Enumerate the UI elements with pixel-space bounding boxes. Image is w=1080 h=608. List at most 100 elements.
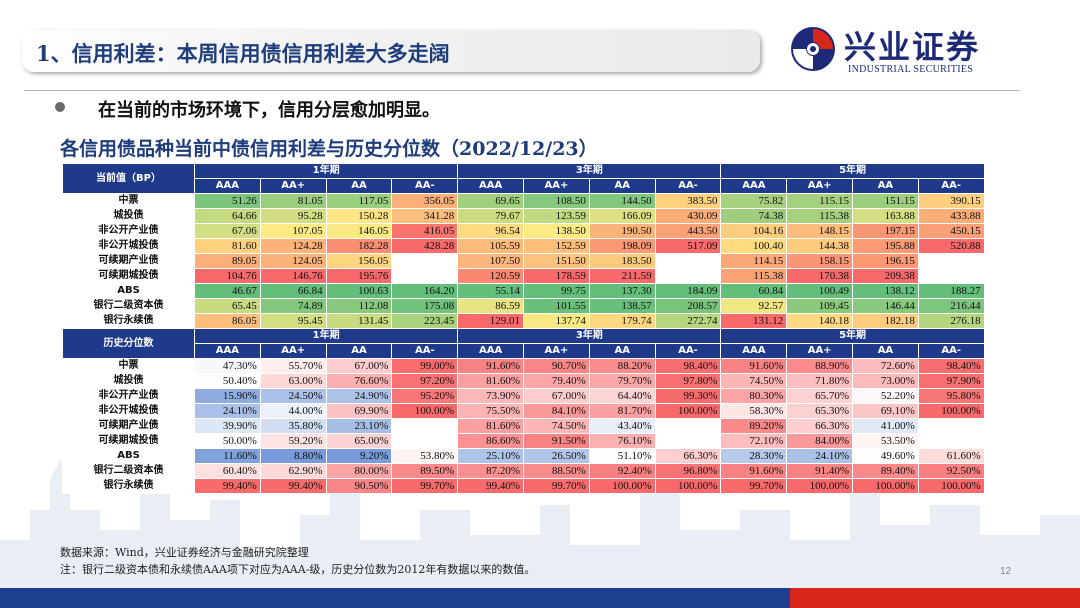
value-cell: 46.67 — [194, 283, 261, 299]
value-cell: 64.66 — [194, 208, 261, 224]
credit-spread-table: 当前值（BP） 1年期 3年期 5年期 AAA AA+ AA AA- AAA AA+ AA AA- AA… — [62, 163, 985, 494]
value-cell — [917, 418, 985, 434]
value-cell: 383.50 — [654, 193, 722, 209]
value-cell: 61.60% — [917, 448, 985, 464]
value-cell: 62.90% — [259, 463, 327, 479]
value-cell: 95.80% — [917, 388, 985, 404]
table-row: 城投债 64.66 95.28 150.28 341.28 79.67 123.59 166.… — [62, 208, 985, 224]
value-cell: 97.80% — [654, 373, 722, 389]
table-row: 可续期城投债 50.00% 59.20% 65.00% 86.60% 91.50% 76.1… — [62, 433, 985, 449]
value-cell: 100.00% — [391, 403, 459, 419]
value-cell: 15.90% — [194, 388, 261, 404]
footer-bar-blue — [0, 588, 790, 608]
term-header: 1年期 — [193, 163, 459, 179]
value-cell: 182.18 — [852, 313, 919, 329]
value-cell: 443.50 — [654, 223, 722, 239]
table-row: 可续期产业债 39.90% 35.80% 23.10% 81.60% 74.50% 43.4… — [62, 418, 985, 434]
rating-header: AAA — [457, 343, 525, 359]
value-cell: 131.12 — [720, 313, 788, 329]
value-cell: 24.10% — [194, 403, 261, 419]
value-cell: 179.74 — [588, 313, 656, 329]
value-cell: 65.45 — [194, 298, 261, 314]
value-cell: 115.15 — [786, 193, 854, 209]
value-cell: 72.60% — [852, 358, 919, 374]
rating-header: AAA — [194, 178, 261, 194]
logo-text-cn: 兴业证券 — [844, 28, 981, 66]
value-cell: 11.60% — [194, 448, 261, 464]
table-row: 可续期城投债 104.76 146.76 195.76 120.59 178.59 211.… — [62, 268, 985, 284]
value-cell: 26.50% — [523, 448, 590, 464]
value-cell: 158.15 — [786, 253, 854, 269]
value-cell: 112.08 — [325, 298, 393, 314]
row-label: 银行二级资本债 — [62, 463, 195, 479]
value-cell: 23.10% — [325, 418, 393, 434]
value-cell: 80.00% — [325, 463, 393, 479]
rating-header: AA+ — [786, 178, 854, 194]
value-cell: 96.80% — [654, 463, 722, 479]
value-cell: 144.38 — [786, 238, 854, 254]
footer-bar-red — [790, 588, 1080, 608]
value-cell: 86.05 — [194, 313, 261, 329]
value-cell: 88.50% — [523, 463, 590, 479]
value-cell: 95.20% — [391, 388, 459, 404]
table-row: 银行永续债 86.05 95.45 131.45 223.45 129.01 137.74 1… — [62, 313, 985, 329]
value-cell: 144.50 — [588, 193, 656, 209]
header-divider — [24, 90, 1020, 91]
table-title: 各信用债品种当前中债信用利差与历史分位数（2022/12/23） — [60, 138, 598, 160]
value-cell: 69.90% — [325, 403, 393, 419]
value-cell: 59.20% — [259, 433, 327, 449]
value-cell: 146.05 — [325, 223, 393, 239]
swirl-logo-icon — [791, 27, 835, 71]
value-cell: 97.90% — [917, 373, 985, 389]
value-cell — [391, 268, 459, 284]
value-cell: 117.05 — [325, 193, 393, 209]
row-label: 非公开城投债 — [62, 403, 195, 419]
value-cell: 146.76 — [259, 268, 327, 284]
table-row: 非公开城投债 81.60 124.28 182.28 428.28 105.59 152.5… — [62, 238, 985, 254]
value-cell: 91.60% — [457, 358, 525, 374]
value-cell: 183.50 — [588, 253, 656, 269]
value-cell: 65.70% — [786, 388, 854, 404]
rating-header: AA- — [917, 178, 985, 194]
value-cell: 24.50% — [259, 388, 327, 404]
value-cell: 87.20% — [457, 463, 525, 479]
value-cell — [917, 268, 985, 284]
value-cell: 80.30% — [720, 388, 788, 404]
value-cell: 100.49 — [786, 283, 854, 299]
value-cell: 92.57 — [720, 298, 788, 314]
value-cell: 41.00% — [852, 418, 919, 434]
table-row: 非公开产业债 67.06 107.05 146.05 416.05 96.54 138.50… — [62, 223, 985, 239]
company-logo: 兴业证券 INDUSTRIAL SECURITIES — [790, 20, 1010, 80]
value-cell: 170.38 — [786, 268, 854, 284]
value-cell: 450.15 — [917, 223, 985, 239]
value-cell — [917, 253, 985, 269]
value-cell: 276.18 — [917, 313, 985, 329]
value-cell: 211.59 — [588, 268, 656, 284]
value-cell: 100.00% — [654, 403, 722, 419]
value-cell: 90.70% — [523, 358, 590, 374]
value-cell: 175.08 — [391, 298, 459, 314]
value-cell: 98.40% — [917, 358, 985, 374]
value-cell: 73.90% — [457, 388, 525, 404]
value-cell: 67.00% — [523, 388, 590, 404]
value-cell: 428.28 — [391, 238, 459, 254]
value-cell: 129.01 — [457, 313, 525, 329]
value-cell: 223.45 — [391, 313, 459, 329]
row-label: 银行永续债 — [62, 478, 195, 494]
value-cell: 138.50 — [523, 223, 590, 239]
value-cell: 341.28 — [391, 208, 459, 224]
row-label: 银行永续债 — [62, 313, 195, 329]
value-cell: 520.88 — [917, 238, 985, 254]
value-cell: 81.60% — [457, 418, 525, 434]
value-cell: 100.40 — [720, 238, 788, 254]
row-label: 城投债 — [62, 373, 195, 389]
row-label: 银行二级资本债 — [62, 298, 195, 314]
value-cell: 92.40% — [588, 463, 656, 479]
value-cell: 81.05 — [259, 193, 327, 209]
value-cell: 74.50% — [523, 418, 590, 434]
value-cell: 90.50% — [325, 478, 393, 494]
value-cell: 89.40% — [852, 463, 919, 479]
value-cell: 50.40% — [194, 373, 261, 389]
section-corner-label: 历史分位数 — [62, 328, 195, 359]
term-header: 3年期 — [457, 163, 722, 179]
